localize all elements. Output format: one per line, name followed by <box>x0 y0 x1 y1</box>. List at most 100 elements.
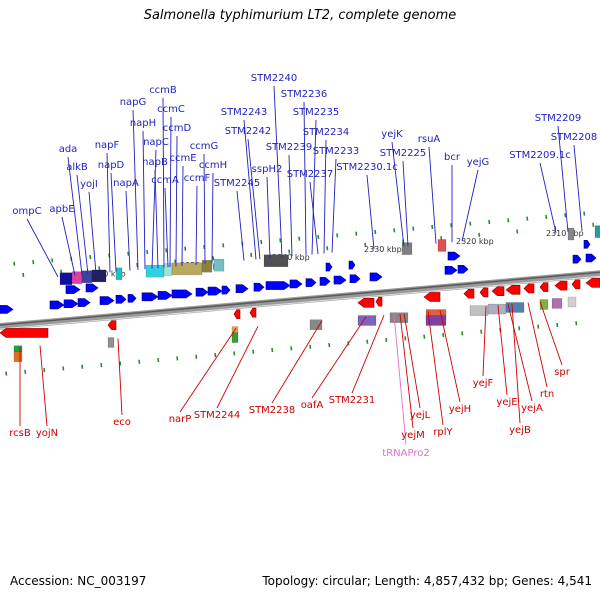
forward-leader-line <box>402 160 409 247</box>
forward-gene-label: rsuA <box>418 134 441 145</box>
forward-gene-arrow <box>99 296 115 305</box>
forward-gene-arrow <box>0 305 14 314</box>
forward-leader-line <box>303 101 307 256</box>
forward-gene-label: STM2234 <box>303 127 350 138</box>
forward-leader-line <box>273 85 283 258</box>
forward-gene-label: STM2225 <box>380 148 427 159</box>
trna-label: tRNAPro2 <box>382 448 429 459</box>
reverse-feature-block <box>357 315 377 326</box>
forward-feature-block <box>437 239 447 252</box>
reverse-gene-arrow <box>585 278 600 288</box>
forward-gene-arrow <box>65 285 81 294</box>
outer-tick <box>507 218 510 223</box>
axis-tick <box>212 256 215 261</box>
forward-gene-arrow <box>221 285 231 295</box>
axis-tick <box>592 222 595 227</box>
reverse-gene-label: STM2238 <box>249 405 296 416</box>
forward-feature-block <box>81 270 93 284</box>
forward-leader-line <box>142 130 146 270</box>
inner-tick <box>480 329 483 334</box>
forward-gene-arrow <box>207 286 223 296</box>
forward-leader-line <box>236 190 245 261</box>
reverse-gene-label: yejE <box>496 397 517 408</box>
ruler-label: 2340 kbp <box>272 253 310 262</box>
forward-gene-label: napB <box>142 157 168 168</box>
forward-gene-arrow <box>63 299 79 309</box>
reverse-gene-label: yejB <box>509 425 531 436</box>
forward-feature-block <box>71 271 83 284</box>
outer-tick <box>89 254 92 260</box>
forward-gene-arrow <box>348 260 356 270</box>
reverse-gene-arrow <box>375 296 383 307</box>
backbone-axis-highlight <box>0 275 600 330</box>
forward-gene-label: sspH2 <box>252 164 283 175</box>
reverse-gene-arrow <box>357 297 375 308</box>
forward-gene-label: STM2242 <box>225 126 272 137</box>
reverse-leader-line <box>351 315 385 394</box>
inner-tick <box>233 351 236 356</box>
forward-leader-line <box>195 185 198 265</box>
inner-tick <box>24 369 27 374</box>
axis-tick <box>364 242 367 247</box>
genome-summary-text: Topology: circular; Length: 4,857,432 bp… <box>262 574 592 588</box>
forward-gene-label: ccmB <box>149 85 177 96</box>
forward-gene-arrow <box>235 284 249 294</box>
forward-feature-block <box>115 267 123 281</box>
axis-tick <box>250 252 253 258</box>
forward-feature-block <box>171 262 203 276</box>
outer-tick <box>336 233 339 238</box>
forward-gene-label: ccmH <box>199 160 227 171</box>
forward-gene-label: napC <box>143 137 169 148</box>
forward-gene-arrow <box>447 251 461 261</box>
reverse-gene-arrow <box>554 280 568 291</box>
reverse-leader-line <box>216 326 259 409</box>
reverse-feature-block <box>539 299 549 310</box>
outer-tick <box>279 238 282 243</box>
reverse-gene-arrow <box>491 286 505 296</box>
features-layer <box>0 225 600 363</box>
forward-leader-line <box>461 169 479 242</box>
forward-leader-line <box>164 187 169 268</box>
reverse-gene-label: yojN <box>36 428 58 439</box>
forward-gene-arrow <box>171 289 193 299</box>
forward-gene-arrow <box>157 291 173 300</box>
inner-tick <box>575 321 578 326</box>
forward-gene-arrow <box>49 300 65 310</box>
forward-gene-arrow <box>349 274 361 284</box>
reverse-leader-line <box>179 327 237 413</box>
outer-tick <box>260 239 263 245</box>
outer-tick <box>469 221 472 226</box>
leaders-layer <box>19 85 583 445</box>
trna-leader-line <box>393 314 407 445</box>
forward-gene-label: STM2208 <box>551 132 598 143</box>
reverse-gene-label: STM2244 <box>194 410 241 421</box>
reverse-gene-label: yejM <box>401 430 424 441</box>
ruler-label: 2310 kbp <box>546 229 584 238</box>
forward-gene-arrow <box>333 275 347 285</box>
outer-tick <box>146 249 149 255</box>
outer-tick <box>222 243 225 248</box>
forward-leader-line <box>311 119 317 255</box>
outer-tick <box>526 216 529 221</box>
inner-tick <box>100 363 103 368</box>
outer-tick <box>13 261 16 266</box>
inner-tick <box>119 361 122 366</box>
forward-leader-line <box>366 174 375 250</box>
forward-gene-arrow <box>77 298 91 307</box>
reverse-feature-block <box>107 337 115 348</box>
reverse-leader-line <box>507 304 533 402</box>
forward-feature-block <box>401 242 413 255</box>
outer-tick <box>355 231 358 236</box>
forward-feature-block <box>91 269 107 283</box>
forward-leader-line <box>132 109 139 270</box>
forward-gene-label: ada <box>59 144 78 155</box>
outer-tick <box>393 228 396 233</box>
reverse-leader-line <box>403 313 421 409</box>
forward-leader-line <box>288 154 293 257</box>
reverse-gene-label: STM2231 <box>329 395 376 406</box>
forward-gene-label: yejK <box>381 129 403 140</box>
reverse-leader-line <box>427 311 444 426</box>
inner-tick <box>271 347 274 353</box>
forward-gene-arrow <box>289 279 303 289</box>
forward-gene-arrow <box>369 272 383 282</box>
